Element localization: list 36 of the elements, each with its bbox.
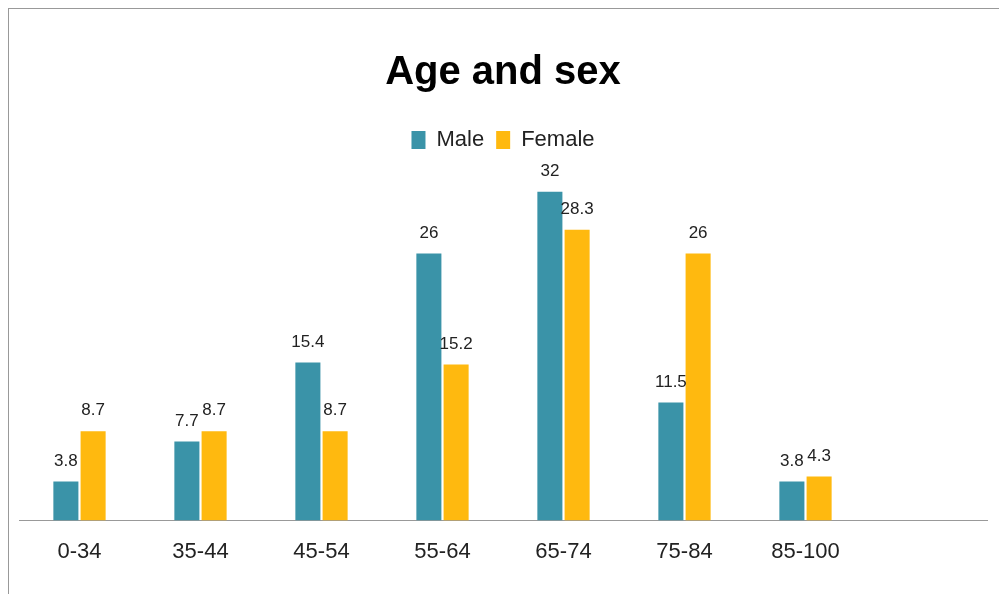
data-label: 3.8 <box>780 450 804 470</box>
bar <box>537 191 563 521</box>
bar <box>295 362 321 521</box>
x-tick-label: 35-44 <box>172 537 229 563</box>
bar <box>685 253 711 521</box>
data-label: 8.7 <box>323 400 347 420</box>
bar <box>53 481 79 521</box>
data-label: 32 <box>540 161 560 181</box>
data-label: 4.3 <box>807 445 831 465</box>
bar <box>443 364 469 521</box>
bar <box>564 229 590 521</box>
bar <box>201 431 227 521</box>
x-tick-label: 0-34 <box>57 537 102 563</box>
data-label: 3.8 <box>54 450 78 470</box>
bar <box>806 476 832 521</box>
x-tick-label: 55-64 <box>414 537 471 563</box>
bar <box>174 441 200 521</box>
bar <box>322 431 348 521</box>
data-label: 7.7 <box>175 410 199 430</box>
data-label: 26 <box>688 222 708 242</box>
legend-label: Female <box>521 126 595 152</box>
data-label: 8.7 <box>81 400 105 420</box>
bar <box>658 402 684 521</box>
bar <box>779 481 805 521</box>
legend-label: Male <box>436 126 485 152</box>
data-label: 11.5 <box>654 371 687 391</box>
data-label: 8.7 <box>202 400 226 420</box>
data-label: 26 <box>419 222 439 242</box>
bar <box>80 431 106 521</box>
data-label: 15.4 <box>291 331 325 351</box>
x-tick-label: 85-100 <box>771 537 840 563</box>
x-tick-label: 45-54 <box>293 537 350 563</box>
chart-title: Age and sex <box>385 48 621 93</box>
bar <box>416 253 442 521</box>
x-tick-label: 75-84 <box>656 537 713 563</box>
x-tick-label: 65-74 <box>535 537 592 563</box>
